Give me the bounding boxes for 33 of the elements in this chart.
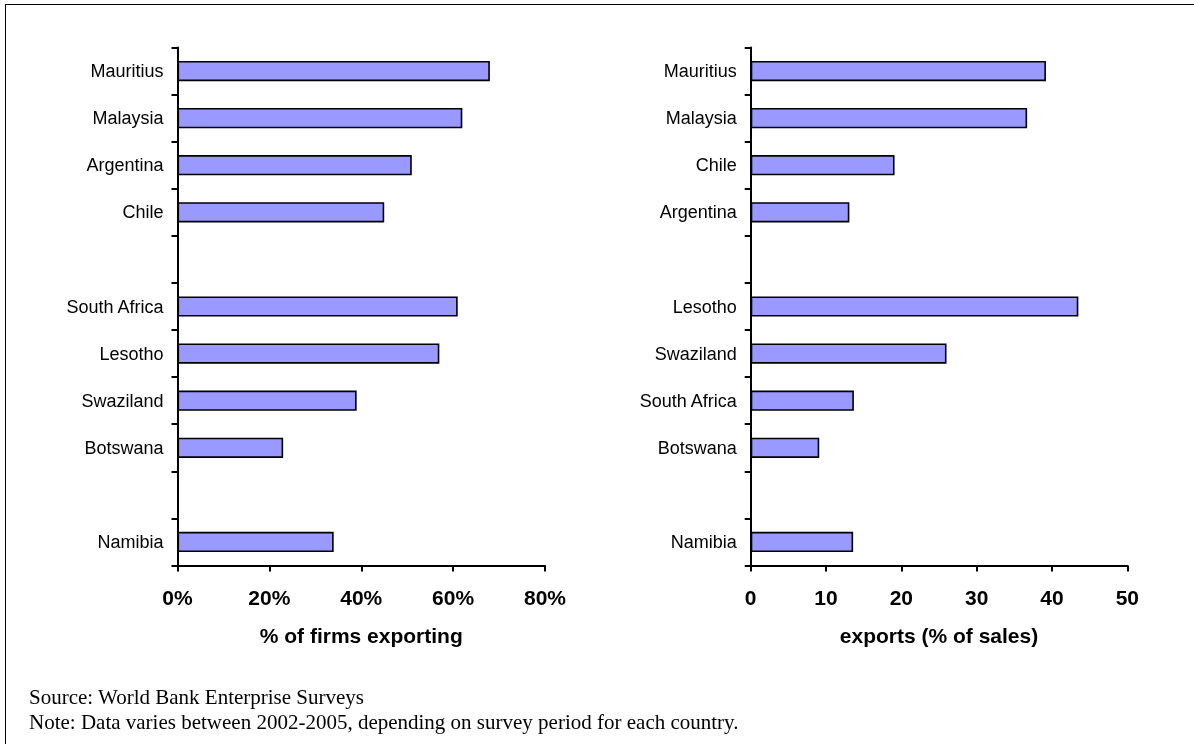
x-tick-label: 40% (340, 585, 383, 609)
y-tick-label: Malaysia (665, 108, 738, 129)
y-tick-label: Botswana (657, 437, 738, 458)
y-tick-label: Argentina (659, 202, 738, 223)
y-tick-label: Argentina (86, 155, 165, 176)
x-tick-label: 50 (1115, 585, 1139, 609)
x-tick-label: 10 (814, 585, 838, 609)
y-tick-label: Chile (695, 155, 737, 176)
y-tick-label: Lesotho (99, 343, 164, 364)
y-tick-label: Botswana (84, 437, 165, 458)
y-tick-label: Chile (122, 202, 164, 223)
y-tick-label: Malaysia (92, 108, 165, 129)
y-tick-label: Namibia (97, 531, 165, 552)
x-tick-label: 0% (162, 585, 193, 609)
x-tick-label: 40 (1040, 585, 1064, 609)
y-tick-label: Namibia (670, 531, 738, 552)
y-tick-label: South Africa (639, 390, 738, 411)
x-axis-title: exports (% of sales) (839, 623, 1039, 647)
x-axis-title: % of firms exporting (259, 623, 463, 647)
source-note: Source: World Bank Enterprise Surveys (29, 685, 366, 710)
x-tick-label: 20% (248, 585, 291, 609)
y-tick-label: South Africa (66, 296, 165, 317)
x-tick-label: 80% (523, 585, 567, 609)
x-tick-label: 60% (432, 585, 475, 609)
x-tick-label: 20 (889, 585, 914, 609)
y-tick-label: Swaziland (81, 390, 164, 411)
y-tick-label: Mauritius (663, 61, 737, 82)
y-tick-label: Mauritius (90, 61, 164, 82)
x-tick-label: 30 (964, 585, 989, 609)
y-tick-label: Lesotho (672, 296, 737, 317)
x-tick-label: 0 (744, 585, 757, 609)
text: Note: Data varies between 2002-2005, depending on survey period for each country. (29, 710, 739, 735)
y-tick-label: Swaziland (654, 343, 737, 364)
